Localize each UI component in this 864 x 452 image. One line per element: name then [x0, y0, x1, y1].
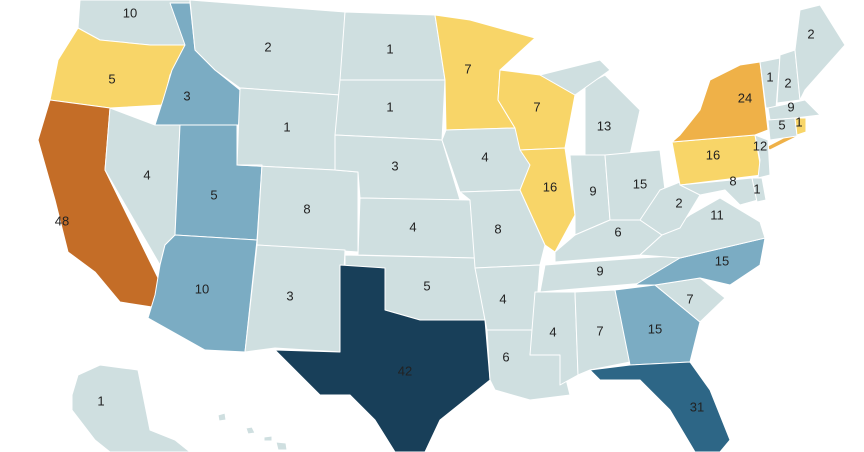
state-hi[interactable]	[217, 412, 288, 451]
state-me[interactable]: 2	[794, 4, 846, 101]
state-value-label: 16	[706, 147, 720, 162]
state-value-label: 4	[499, 291, 506, 306]
state-shape[interactable]	[539, 59, 611, 96]
state-fl[interactable]: 31	[589, 361, 731, 452]
state-ma[interactable]: 9	[767, 99, 821, 121]
state-value-label: 9	[787, 99, 794, 114]
state-mi[interactable]: 13	[539, 59, 641, 156]
state-shape[interactable]	[474, 264, 541, 331]
state-wy[interactable]: 1	[236, 87, 341, 171]
state-oh[interactable]: 15	[604, 149, 666, 221]
state-value-label: 7	[464, 61, 471, 76]
state-value-label: 24	[738, 90, 752, 105]
state-value-label: 9	[589, 183, 596, 198]
state-shape[interactable]	[794, 117, 807, 136]
state-value-label: 6	[502, 349, 509, 364]
state-value-label: 4	[481, 149, 488, 164]
state-shape[interactable]	[767, 99, 821, 121]
state-value-label: 1	[766, 69, 773, 84]
state-shape[interactable]	[751, 177, 767, 203]
state-value-label: 6	[614, 224, 621, 239]
state-value-label: 5	[778, 117, 785, 132]
state-value-label: 15	[715, 253, 729, 268]
state-value-label: 15	[633, 176, 647, 191]
state-shape[interactable]	[275, 441, 288, 451]
state-value-label: 4	[143, 167, 150, 182]
state-value-label: 9	[596, 263, 603, 278]
state-value-label: 15	[648, 321, 662, 336]
state-value-label: 1	[753, 181, 760, 196]
state-value-label: 2	[784, 75, 791, 90]
state-value-label: 10	[195, 281, 209, 296]
state-value-label: 42	[398, 363, 412, 378]
state-value-label: 7	[533, 99, 540, 114]
state-va[interactable]: 11	[639, 197, 766, 259]
state-value-label: 13	[597, 118, 611, 133]
state-shape[interactable]	[263, 435, 273, 442]
state-shape[interactable]	[671, 61, 769, 143]
state-value-label: 8	[303, 201, 310, 216]
state-value-label: 8	[494, 221, 501, 236]
state-value-label: 1	[97, 393, 104, 408]
state-value-label: 10	[123, 5, 137, 20]
state-shape[interactable]	[574, 289, 631, 376]
state-ri[interactable]: 1	[794, 114, 807, 136]
state-shape[interactable]	[584, 74, 641, 156]
state-nj[interactable]: 12	[753, 134, 771, 179]
state-shape[interactable]	[71, 364, 191, 452]
state-tx[interactable]: 42	[274, 264, 491, 452]
state-ak[interactable]: 1	[71, 364, 191, 452]
state-value-label: 2	[807, 26, 814, 41]
state-nm[interactable]: 3	[244, 244, 346, 353]
state-value-label: 7	[686, 291, 693, 306]
state-value-label: 11	[710, 207, 724, 222]
state-value-label: 4	[409, 219, 416, 234]
state-value-label: 3	[286, 288, 293, 303]
state-value-label: 1	[386, 99, 393, 114]
state-value-label: 1	[283, 119, 290, 134]
state-value-label: 31	[690, 399, 704, 414]
state-ct[interactable]: 5	[767, 117, 798, 141]
state-ks[interactable]: 4	[357, 197, 476, 259]
state-sd[interactable]: 1	[334, 79, 446, 141]
state-de[interactable]: 1	[751, 177, 767, 203]
state-value-label: 1	[795, 114, 802, 129]
state-shape[interactable]	[589, 361, 731, 452]
state-value-label: 7	[596, 323, 603, 338]
state-pa[interactable]: 16	[671, 134, 763, 186]
state-value-label: 3	[391, 158, 398, 173]
state-value-label: 5	[108, 71, 115, 86]
state-value-label: 48	[55, 213, 69, 228]
state-shape[interactable]	[217, 412, 227, 422]
state-nd[interactable]: 1	[339, 11, 446, 81]
state-value-label: 5	[423, 278, 430, 293]
state-value-label: 16	[543, 179, 557, 194]
state-il[interactable]: 16	[519, 147, 576, 253]
state-az[interactable]: 10	[147, 234, 258, 353]
state-value-label: 5	[210, 187, 217, 202]
state-ar[interactable]: 4	[474, 264, 541, 331]
state-value-label: 2	[675, 195, 682, 210]
state-value-label: 4	[549, 324, 556, 339]
state-value-label: 2	[264, 39, 271, 54]
state-value-label: 8	[729, 173, 736, 188]
state-shape[interactable]	[245, 426, 256, 435]
state-al[interactable]: 7	[574, 289, 631, 376]
state-value-label: 1	[386, 41, 393, 56]
state-shape[interactable]	[754, 134, 771, 179]
state-shape[interactable]	[794, 4, 846, 101]
state-value-label: 3	[183, 88, 190, 103]
state-shape[interactable]	[244, 244, 346, 353]
state-shape[interactable]	[519, 147, 576, 253]
state-shape[interactable]	[274, 264, 491, 452]
state-shape[interactable]	[767, 117, 798, 141]
state-value-label: 12	[753, 138, 767, 153]
